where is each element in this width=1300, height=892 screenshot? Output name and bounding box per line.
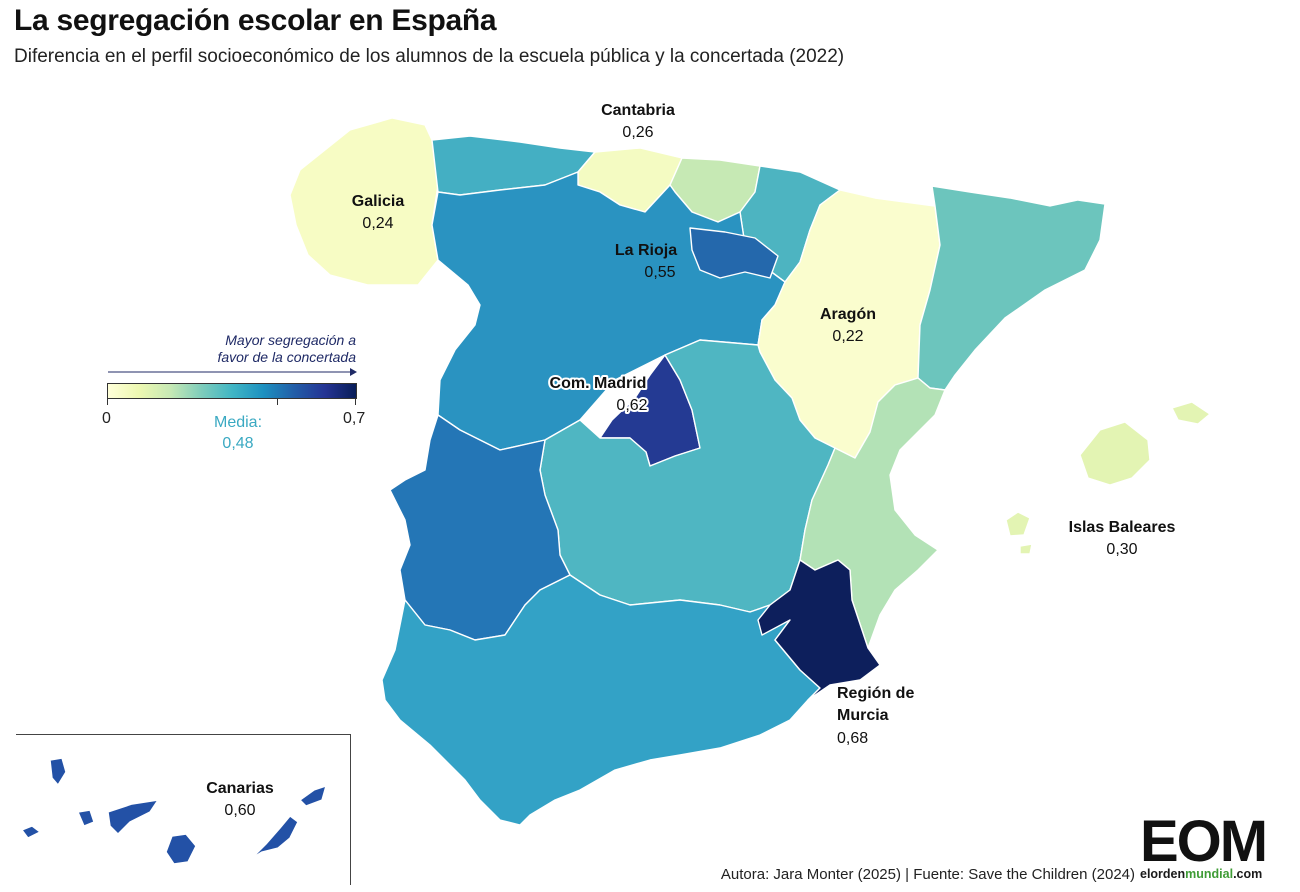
island-el-hierro[interactable] — [21, 825, 41, 839]
label-galicia-name: Galicia — [352, 193, 405, 210]
label-murcia-name-line1: Región de — [837, 685, 914, 702]
legend-title-line2: favor de la concertada — [217, 349, 356, 365]
region-cataluna[interactable] — [917, 185, 1106, 391]
label-aragon-name: Aragón — [820, 306, 876, 323]
label-la-rioja-value: 0,55 — [644, 264, 675, 281]
label-baleares-name: Islas Baleares — [1069, 519, 1176, 536]
legend-mean-label: Media: — [213, 414, 263, 431]
region-islas-baleares[interactable] — [1005, 401, 1211, 555]
legend-tick-max — [355, 398, 356, 405]
label-madrid-name: Com. Madrid — [550, 375, 647, 392]
island-formentera[interactable] — [1019, 543, 1033, 555]
island-gran-canaria[interactable] — [165, 833, 197, 865]
island-tenerife[interactable] — [107, 799, 159, 835]
label-madrid-value: 0,62 — [616, 397, 647, 414]
source-credit: Autora: Jara Monter (2025) | Fuente: Sav… — [720, 866, 1135, 883]
legend-tick-min — [107, 398, 108, 405]
map-title: La segregación escolar en España — [14, 4, 497, 37]
canarias-inset-frame — [16, 734, 351, 885]
island-lanzarote[interactable] — [299, 785, 327, 807]
legend-title: Mayor segregación a favor de la concerta… — [180, 332, 356, 366]
island-ibiza[interactable] — [1005, 511, 1031, 537]
island-la-palma[interactable] — [49, 757, 67, 786]
legend-min-label: 0 — [102, 410, 111, 427]
island-mallorca[interactable] — [1079, 421, 1151, 486]
label-cantabria-name: Cantabria — [601, 102, 675, 119]
legend-tick-mean — [277, 398, 279, 405]
label-murcia-name-line2: Murcia — [837, 707, 889, 724]
region-la-rioja[interactable] — [689, 227, 779, 279]
island-la-gomera[interactable] — [77, 809, 95, 827]
label-galicia-value: 0,24 — [362, 215, 393, 232]
island-menorca[interactable] — [1171, 401, 1211, 425]
region-andalucia[interactable] — [381, 574, 821, 826]
label-baleares-value: 0,30 — [1106, 541, 1137, 558]
label-la-rioja-name: La Rioja — [615, 242, 677, 259]
region-region-de-murcia[interactable] — [757, 559, 881, 701]
island-fuerteventura[interactable] — [251, 815, 299, 859]
eom-logo-text: EOM — [1140, 809, 1268, 874]
region-canarias[interactable] — [21, 757, 327, 865]
label-murcia-value: 0,68 — [837, 730, 868, 747]
label-aragon-value: 0,22 — [832, 328, 863, 345]
map-subtitle: Diferencia en el perfil socioeconómico d… — [14, 46, 845, 67]
eom-logo[interactable]: EOM elordenmundial.com — [1140, 812, 1292, 884]
legend-mean: Media: 0,48 — [198, 412, 278, 454]
label-cantabria-value: 0,26 — [622, 124, 653, 141]
legend-color-bar — [107, 383, 357, 399]
legend-max-label: 0,7 — [343, 410, 366, 427]
legend-mean-value: 0,48 — [222, 435, 254, 452]
label-canarias-name: Canarias — [206, 780, 274, 797]
label-canarias-value: 0,60 — [224, 802, 255, 819]
eom-logo-url: elordenmundial.com — [1140, 867, 1263, 881]
legend-arrow-head — [350, 368, 357, 376]
legend-title-line1: Mayor segregación a — [225, 332, 356, 348]
